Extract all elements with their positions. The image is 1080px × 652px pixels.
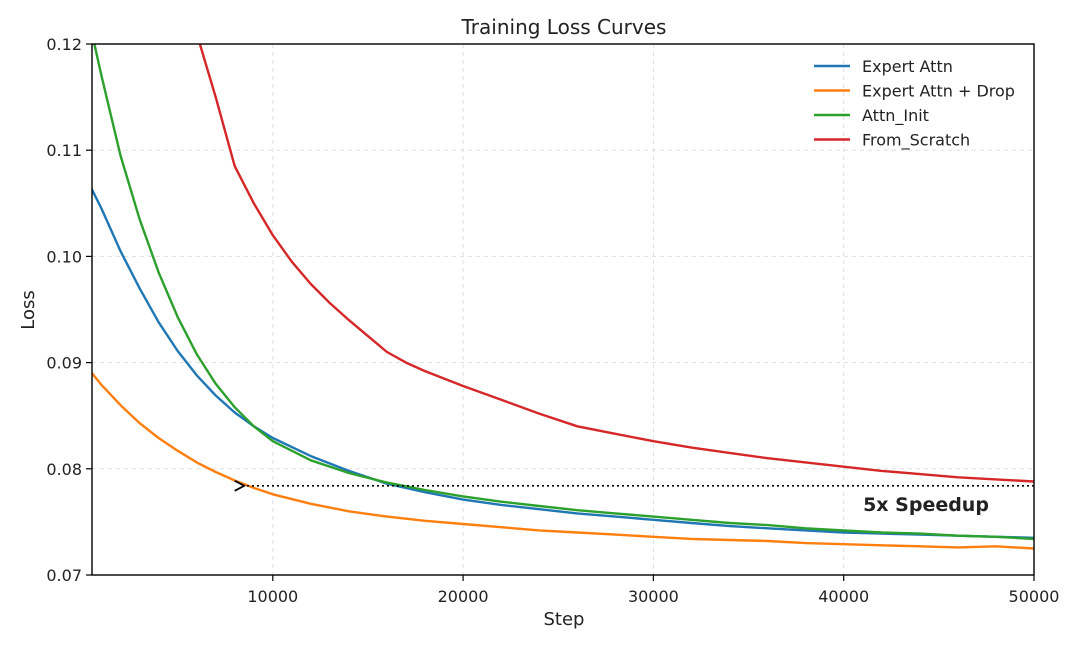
x-tick-label: 40000 xyxy=(818,587,869,606)
x-tick-label: 10000 xyxy=(247,587,298,606)
legend-label: Expert Attn + Drop xyxy=(862,82,1015,101)
series-line-expert-attn-drop xyxy=(92,372,1034,550)
series-line-from-scratch xyxy=(198,44,1034,483)
y-tick-label: 0.12 xyxy=(46,35,82,54)
plot-frame xyxy=(91,43,1035,576)
y-axis-label: Loss xyxy=(18,290,39,329)
y-tick-label: 0.11 xyxy=(46,141,82,160)
y-tick-label: 0.09 xyxy=(46,354,82,373)
series-line-expert-attn xyxy=(92,188,1034,539)
axis-ticks: 10000 20000 30000 40000 50000 0.07 0.08 0.09 0.1… xyxy=(46,35,1059,606)
x-tick-label: 30000 xyxy=(628,587,679,606)
series-line-attn-init xyxy=(93,44,1034,541)
x-tick-label: 20000 xyxy=(438,587,489,606)
y-tick-label: 0.07 xyxy=(46,566,82,585)
chart-title: Training Loss Curves xyxy=(461,15,667,39)
x-tick-label: 50000 xyxy=(1009,587,1060,606)
y-tick-label: 0.08 xyxy=(46,460,82,479)
speedup-label: 5x Speedup xyxy=(863,494,989,516)
legend-label: Expert Attn xyxy=(862,57,953,76)
annotation: 5x Speedup xyxy=(244,486,1034,516)
legend-label: Attn_Init xyxy=(862,106,929,126)
series-lines xyxy=(92,44,1034,550)
y-tick-label: 0.10 xyxy=(46,247,82,266)
legend: Expert Attn Expert Attn + Drop Attn_Init Fr… xyxy=(814,57,1015,151)
legend-label: From_Scratch xyxy=(862,131,970,151)
x-axis-label: Step xyxy=(544,609,585,630)
